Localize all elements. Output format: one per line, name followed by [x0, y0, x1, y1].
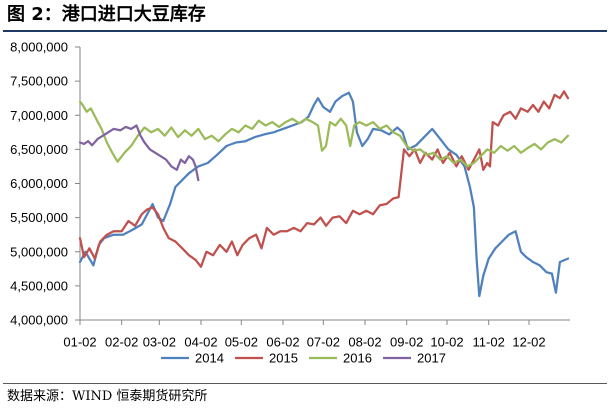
- x-tick-label: 01-02: [63, 335, 96, 350]
- y-tick-label: 7,000,000: [10, 108, 68, 123]
- y-tick-label: 4,500,000: [10, 278, 68, 293]
- series-line-2015: [78, 90, 570, 268]
- x-tick-label: 06-02: [266, 335, 299, 350]
- line-chart: 4,000,000 4,500,000 5,000,000 5,500,000 6,00…: [10, 40, 570, 366]
- source-note: 数据来源：WIND 恒泰期货研究所: [7, 389, 208, 404]
- series-line-2014: [78, 91, 570, 298]
- y-tick-label: 5,500,000: [10, 210, 68, 225]
- legend-item-2015: 2015: [235, 351, 298, 366]
- x-tick-label: 09-02: [390, 335, 423, 350]
- x-tick-label: 08-02: [348, 335, 381, 350]
- chart-series: [78, 90, 570, 298]
- y-tick-label: 7,500,000: [10, 74, 68, 89]
- y-tick-label: 5,000,000: [10, 244, 68, 259]
- y-tick-label: 4,000,000: [10, 313, 68, 328]
- chart-axes: 4,000,000 4,500,000 5,000,000 5,500,000 6,00…: [10, 40, 570, 350]
- series-line-2016: [78, 100, 570, 168]
- y-tick-label: 6,000,000: [10, 176, 68, 191]
- x-tick-label: 05-02: [225, 335, 258, 350]
- x-tick-label: 10-02: [430, 335, 463, 350]
- footer-rule: [3, 383, 607, 384]
- legend-item-2014: 2014: [161, 351, 224, 366]
- legend-label-2017: 2017: [417, 351, 446, 366]
- x-tick-label: 04-02: [184, 335, 217, 350]
- x-tick-label: 02-02: [105, 335, 138, 350]
- x-tick-label: 07-02: [307, 335, 340, 350]
- legend-item-2017: 2017: [383, 351, 446, 366]
- y-tick-label: 8,000,000: [10, 40, 68, 55]
- legend-label-2016: 2016: [343, 351, 372, 366]
- caption-rule: [3, 30, 607, 32]
- legend-item-2016: 2016: [309, 351, 372, 366]
- legend-label-2014: 2014: [195, 351, 224, 366]
- x-tick-label: 11-02: [473, 335, 505, 350]
- chart-legend: 2014 2015 2016 2017: [161, 351, 446, 366]
- series-line-2017: [78, 124, 200, 182]
- x-tick-label: 03-02: [143, 335, 176, 350]
- x-tick-label: 12-02: [512, 335, 545, 350]
- figure-caption: 图 2：港口进口大豆库存: [7, 4, 206, 25]
- legend-label-2015: 2015: [269, 351, 298, 366]
- y-tick-label: 6,500,000: [10, 142, 68, 157]
